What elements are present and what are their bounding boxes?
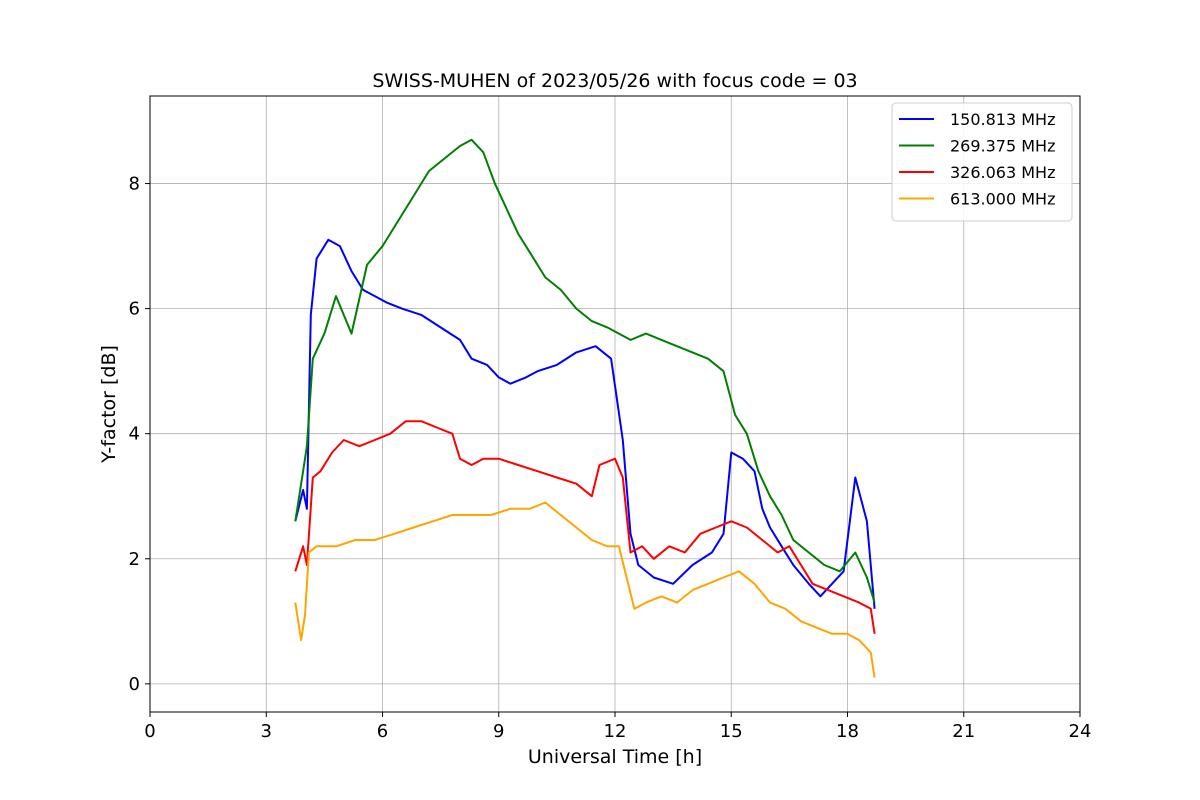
chart-title: SWISS-MUHEN of 2023/05/26 with focus cod…: [372, 70, 857, 92]
x-axis-ticks: 0 3 6 9 12 15 18 21 24: [144, 712, 1091, 742]
x-tick-label: 9: [493, 721, 504, 742]
x-tick-label: 15: [720, 721, 743, 742]
y-axis-label: Y-factor [dB]: [98, 345, 120, 464]
y-tick-label: 4: [129, 424, 140, 445]
x-tick-label: 6: [377, 721, 388, 742]
series-layer: [294, 138, 876, 678]
x-tick-label: 18: [836, 721, 859, 742]
series-line-0: [294, 238, 876, 609]
y-axis-ticks: 0 2 4 6 8: [129, 174, 150, 695]
y-tick-label: 6: [129, 299, 140, 320]
x-tick-label: 0: [144, 721, 155, 742]
x-axis-label: Universal Time [h]: [528, 746, 702, 768]
legend-label: 326.063 MHz: [950, 163, 1055, 182]
x-tick-label: 3: [261, 721, 272, 742]
series-line-1: [294, 138, 876, 603]
x-tick-label: 24: [1069, 721, 1092, 742]
legend-box: [891, 102, 1073, 222]
legend-label: 269.375 MHz: [950, 137, 1055, 156]
legend: 150.813 MHz 269.375 MHz 326.063 MHz 613.000…: [891, 102, 1073, 222]
legend-label: 613.000 MHz: [950, 190, 1055, 209]
legend-label: 150.813 MHz: [950, 110, 1055, 129]
series-line-2: [294, 420, 876, 634]
y-tick-label: 8: [129, 174, 140, 195]
series-line-3: [294, 501, 876, 678]
y-tick-label: 2: [129, 549, 140, 570]
y-tick-label: 0: [129, 674, 140, 695]
x-tick-label: 12: [604, 721, 627, 742]
x-tick-label: 21: [952, 721, 975, 742]
